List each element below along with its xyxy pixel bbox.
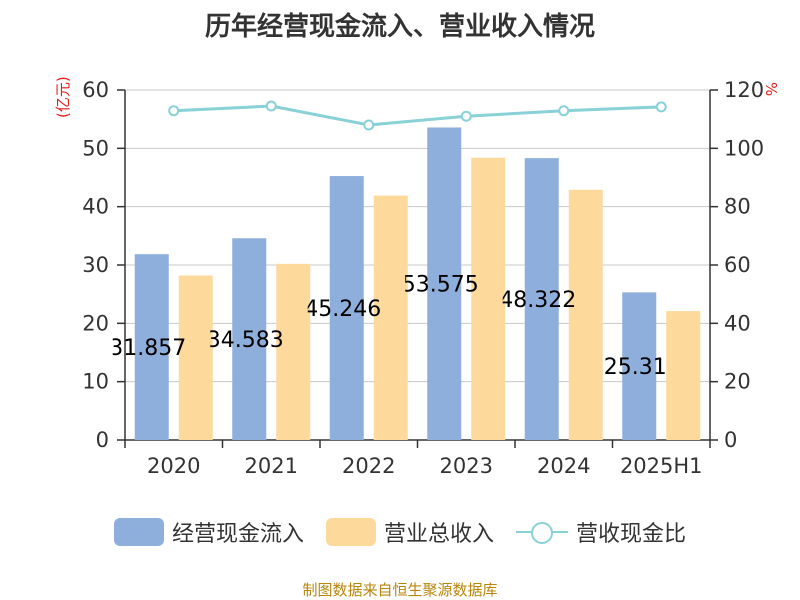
x-tick-label: 2020 <box>147 454 200 478</box>
data-label-cash-inflow: 45.246 <box>304 297 381 322</box>
y-right-tick-label: 0 <box>724 428 737 452</box>
y-left-tick-label: 10 <box>82 370 109 394</box>
x-tick-label: 2025H1 <box>620 454 703 478</box>
point-cash-ratio <box>655 101 667 113</box>
bar-revenue <box>666 311 701 440</box>
x-tick-label: 2022 <box>342 454 395 478</box>
legend: 经营现金流入 营业总收入 营收现金比 <box>0 516 800 548</box>
y-right-tick-label: 20 <box>724 370 751 394</box>
data-label-cash-inflow: 34.583 <box>207 328 284 353</box>
x-tick-label: 2024 <box>537 454 590 478</box>
legend-label-cash-inflow: 经营现金流入 <box>171 522 304 547</box>
bar-revenue <box>471 157 506 440</box>
legend-swatch-revenue <box>325 518 376 546</box>
data-label-cash-inflow: 53.575 <box>402 273 479 298</box>
bar-revenue <box>178 275 213 440</box>
y-left-tick-label: 40 <box>82 195 109 219</box>
data-label-cash-inflow: 25.31 <box>604 355 667 380</box>
bar-cash-inflow <box>427 127 462 441</box>
line-cash-ratio <box>173 104 662 127</box>
data-label-cash-inflow: 48.322 <box>499 288 576 313</box>
bar-cash-inflow <box>329 176 364 440</box>
legend-item-cash-inflow[interactable]: 经营现金流入 <box>113 516 304 548</box>
bar-revenue <box>568 189 603 440</box>
point-cash-ratio <box>265 100 277 112</box>
y-right-tick-label: 100 <box>724 136 764 160</box>
y-left-tick-label: 0 <box>96 428 109 452</box>
legend-item-cash-ratio[interactable]: 营收现金比 <box>516 516 686 548</box>
bar-revenue <box>276 263 311 440</box>
x-tick-label: 2021 <box>245 454 298 478</box>
legend-swatch-cash-ratio <box>516 518 568 546</box>
bar-cash-inflow <box>134 254 169 440</box>
bar-revenue <box>373 195 408 440</box>
y-left-tick-label: 30 <box>82 253 109 277</box>
y-left-tick-label: 60 <box>82 78 109 102</box>
point-cash-ratio <box>363 119 375 131</box>
y-right-tick-label: 80 <box>724 195 751 219</box>
legend-label-revenue: 营业总收入 <box>383 522 494 547</box>
bar-cash-inflow <box>232 238 267 440</box>
point-cash-ratio <box>460 110 472 122</box>
x-tick-label: 2023 <box>440 454 493 478</box>
y-right-tick-label: 60 <box>724 253 751 277</box>
y-left-tick-label: 20 <box>82 311 109 335</box>
legend-swatch-cash-inflow <box>113 518 164 546</box>
data-label-cash-inflow: 31.857 <box>109 336 186 361</box>
bar-cash-inflow <box>524 158 559 440</box>
legend-item-revenue[interactable]: 营业总收入 <box>325 516 494 548</box>
y-right-tick-label: 40 <box>724 311 751 335</box>
y-right-tick-label: 120 <box>724 78 764 102</box>
point-cash-ratio <box>168 105 180 117</box>
data-source-note: 制图数据来自恒生聚源数据库 <box>302 581 498 599</box>
y-left-tick-label: 50 <box>82 136 109 160</box>
point-cash-ratio <box>558 105 570 117</box>
chart-title: 历年经营现金流入、营业收入情况 <box>204 12 595 42</box>
bar-cash-inflow <box>622 292 657 440</box>
legend-label-cash-ratio: 营收现金比 <box>576 522 687 547</box>
